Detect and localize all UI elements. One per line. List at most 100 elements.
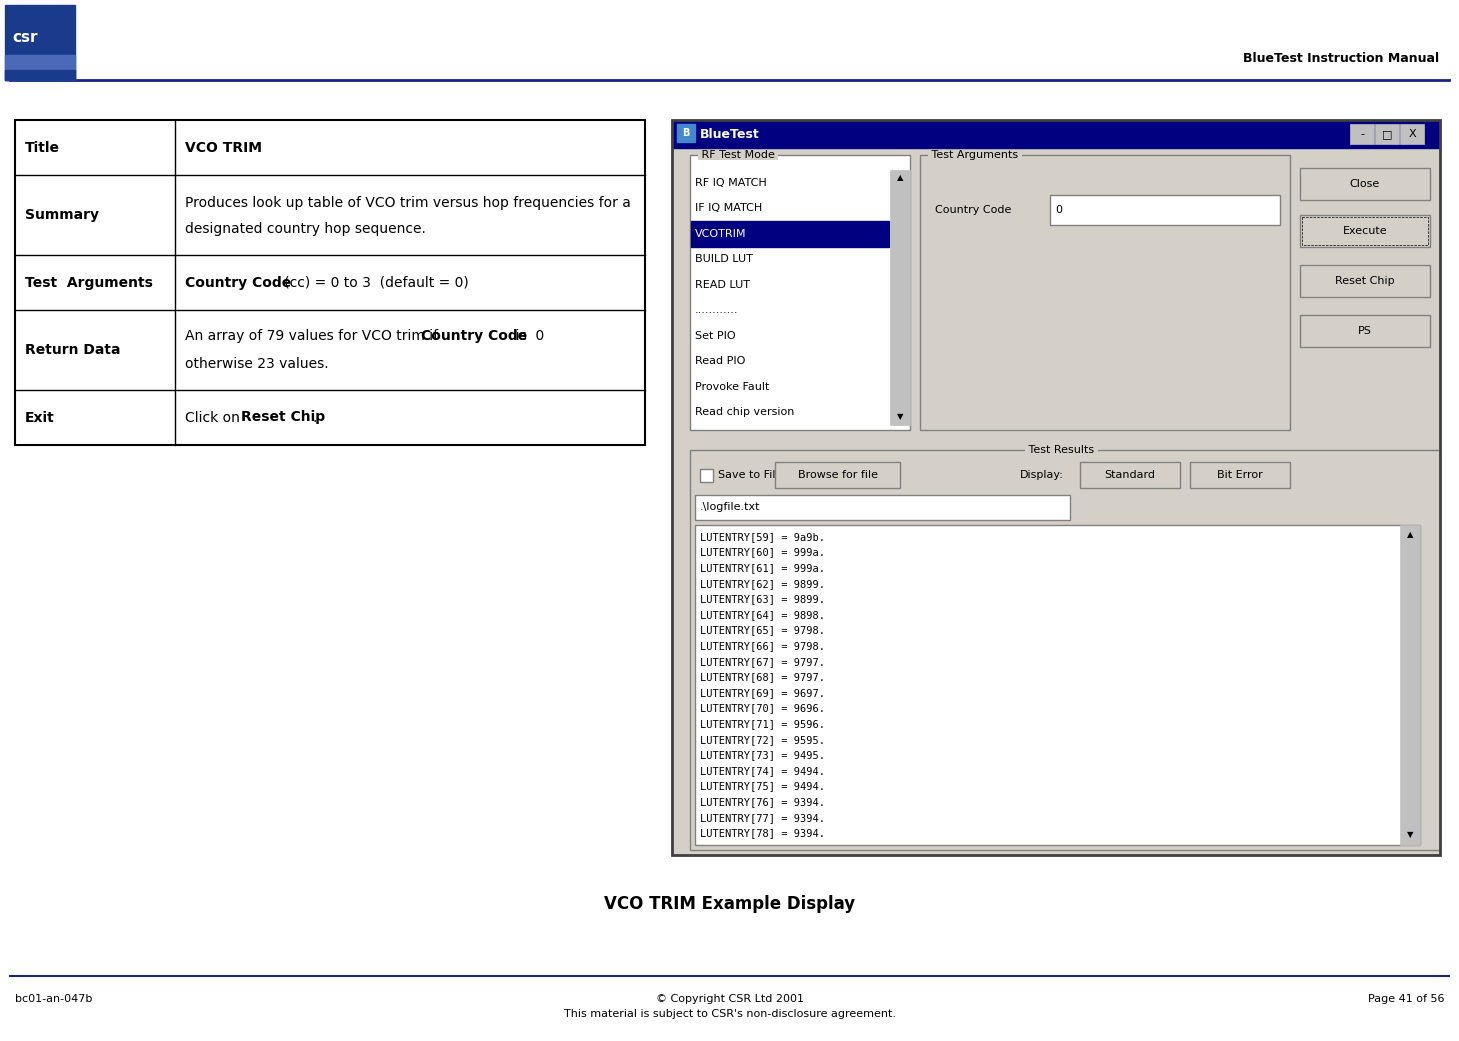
Text: BlueTest Instruction Manual: BlueTest Instruction Manual (1243, 52, 1439, 65)
Text: Summary: Summary (25, 208, 99, 222)
Text: LUTENTRY[76] = 9394.: LUTENTRY[76] = 9394. (700, 797, 824, 807)
Text: Exit: Exit (25, 410, 55, 425)
Text: LUTENTRY[61] = 999a.: LUTENTRY[61] = 999a. (700, 563, 824, 573)
Bar (1300, 168, 1430, 200)
Text: Display:: Display: (1020, 469, 1064, 480)
Text: Browse for file: Browse for file (798, 469, 877, 480)
Text: VCOTRIM: VCOTRIM (694, 229, 747, 238)
Text: VCO TRIM: VCO TRIM (185, 141, 263, 154)
Text: LUTENTRY[69] = 9697.: LUTENTRY[69] = 9697. (700, 688, 824, 697)
Text: ............: ............ (694, 305, 738, 315)
Text: Title: Title (25, 141, 60, 154)
Text: LUTENTRY[70] = 9696.: LUTENTRY[70] = 9696. (700, 704, 824, 713)
Text: -: - (1360, 129, 1364, 139)
Text: LUTENTRY[59] = 9a9b.: LUTENTRY[59] = 9a9b. (700, 532, 824, 541)
Text: BUILD LUT: BUILD LUT (694, 254, 753, 264)
Text: ▲: ▲ (1406, 531, 1414, 539)
Text: (cc) = 0 to 3  (default = 0): (cc) = 0 to 3 (default = 0) (271, 276, 470, 289)
Text: Set PIO: Set PIO (694, 331, 735, 340)
Bar (1191, 462, 1290, 488)
Text: RF Test Mode: RF Test Mode (697, 150, 778, 160)
Text: Execute: Execute (1342, 226, 1388, 236)
Text: PS: PS (1358, 326, 1371, 336)
Text: X: X (1408, 129, 1415, 139)
Polygon shape (4, 70, 74, 80)
Bar (1401, 525, 1420, 845)
Bar (1401, 124, 1424, 144)
Bar (690, 155, 910, 430)
Bar (692, 221, 889, 247)
Bar (677, 124, 694, 142)
Bar (4, 5, 74, 80)
Text: Country Code: Country Code (935, 205, 1011, 215)
Text: ▼: ▼ (897, 412, 903, 422)
Bar (1301, 217, 1428, 245)
Text: LUTENTRY[67] = 9797.: LUTENTRY[67] = 9797. (700, 657, 824, 666)
Text: □: □ (1382, 129, 1392, 139)
Bar (1350, 124, 1374, 144)
Text: Save to File: Save to File (718, 469, 782, 480)
Text: LUTENTRY[60] = 999a.: LUTENTRY[60] = 999a. (700, 548, 824, 557)
Text: LUTENTRY[66] = 9798.: LUTENTRY[66] = 9798. (700, 641, 824, 651)
Bar (1050, 195, 1280, 225)
Text: Country Code: Country Code (420, 329, 527, 342)
Bar (1300, 315, 1430, 347)
Text: LUTENTRY[71] = 9596.: LUTENTRY[71] = 9596. (700, 719, 824, 729)
Text: designated country hop sequence.: designated country hop sequence. (185, 223, 426, 236)
Text: otherwise 23 values.: otherwise 23 values. (185, 357, 328, 372)
Bar (694, 496, 1069, 520)
Bar (775, 462, 900, 488)
Text: Standard: Standard (1104, 469, 1156, 480)
Bar (673, 120, 1440, 855)
Text: An array of 79 values for VCO trim if: An array of 79 values for VCO trim if (185, 329, 442, 342)
Text: Test Arguments: Test Arguments (928, 150, 1021, 160)
Bar (1300, 215, 1430, 247)
Text: IF IQ MATCH: IF IQ MATCH (694, 203, 762, 213)
Text: Bit Error: Bit Error (1217, 469, 1263, 480)
Text: Test Results: Test Results (1026, 445, 1097, 455)
Text: LUTENTRY[77] = 9394.: LUTENTRY[77] = 9394. (700, 813, 824, 822)
Text: ▼: ▼ (1406, 831, 1414, 839)
Bar (700, 469, 713, 482)
Text: LUTENTRY[75] = 9494.: LUTENTRY[75] = 9494. (700, 782, 824, 791)
Text: Return Data: Return Data (25, 342, 121, 357)
Text: LUTENTRY[64] = 9898.: LUTENTRY[64] = 9898. (700, 610, 824, 619)
Text: Click on: Click on (185, 410, 244, 425)
Text: csr: csr (12, 30, 38, 45)
Text: 0: 0 (1055, 205, 1062, 215)
Text: Close: Close (1350, 179, 1380, 189)
Text: LUTENTRY[73] = 9495.: LUTENTRY[73] = 9495. (700, 751, 824, 760)
Bar (15, 120, 645, 445)
Bar (1374, 124, 1399, 144)
Text: LUTENTRY[74] = 9494.: LUTENTRY[74] = 9494. (700, 766, 824, 776)
Text: Read PIO: Read PIO (694, 356, 746, 366)
Text: LUTENTRY[78] = 9394.: LUTENTRY[78] = 9394. (700, 829, 824, 838)
Bar (673, 120, 1440, 148)
Text: .\logfile.txt: .\logfile.txt (700, 503, 760, 512)
Text: LUTENTRY[68] = 9797.: LUTENTRY[68] = 9797. (700, 672, 824, 682)
Text: RF IQ MATCH: RF IQ MATCH (694, 178, 767, 187)
Bar (1300, 265, 1430, 297)
Bar (694, 525, 1420, 845)
Text: bc01-an-047b: bc01-an-047b (15, 994, 92, 1004)
Text: VCO TRIM Example Display: VCO TRIM Example Display (604, 895, 855, 913)
Text: Reset Chip: Reset Chip (241, 410, 325, 425)
Bar (1080, 462, 1180, 488)
Text: Reset Chip: Reset Chip (1335, 276, 1395, 286)
Bar (921, 155, 1290, 430)
Text: LUTENTRY[63] = 9899.: LUTENTRY[63] = 9899. (700, 594, 824, 604)
Text: Country Code: Country Code (185, 276, 292, 289)
Polygon shape (4, 55, 74, 80)
Text: LUTENTRY[72] = 9595.: LUTENTRY[72] = 9595. (700, 735, 824, 744)
Text: .: . (312, 410, 317, 425)
Text: LUTENTRY[62] = 9899.: LUTENTRY[62] = 9899. (700, 579, 824, 588)
Text: Page 41 of 56: Page 41 of 56 (1367, 994, 1444, 1004)
Text: Produces look up table of VCO trim versus hop frequencies for a: Produces look up table of VCO trim versu… (185, 196, 630, 210)
Text: LUTENTRY[65] = 9798.: LUTENTRY[65] = 9798. (700, 626, 824, 635)
Text: ▲: ▲ (897, 174, 903, 182)
Text: B: B (683, 128, 690, 138)
Text: Provoke Fault: Provoke Fault (694, 382, 769, 391)
Text: is  0: is 0 (506, 329, 544, 342)
Text: BlueTest: BlueTest (700, 127, 760, 141)
Text: Test  Arguments: Test Arguments (25, 276, 153, 289)
